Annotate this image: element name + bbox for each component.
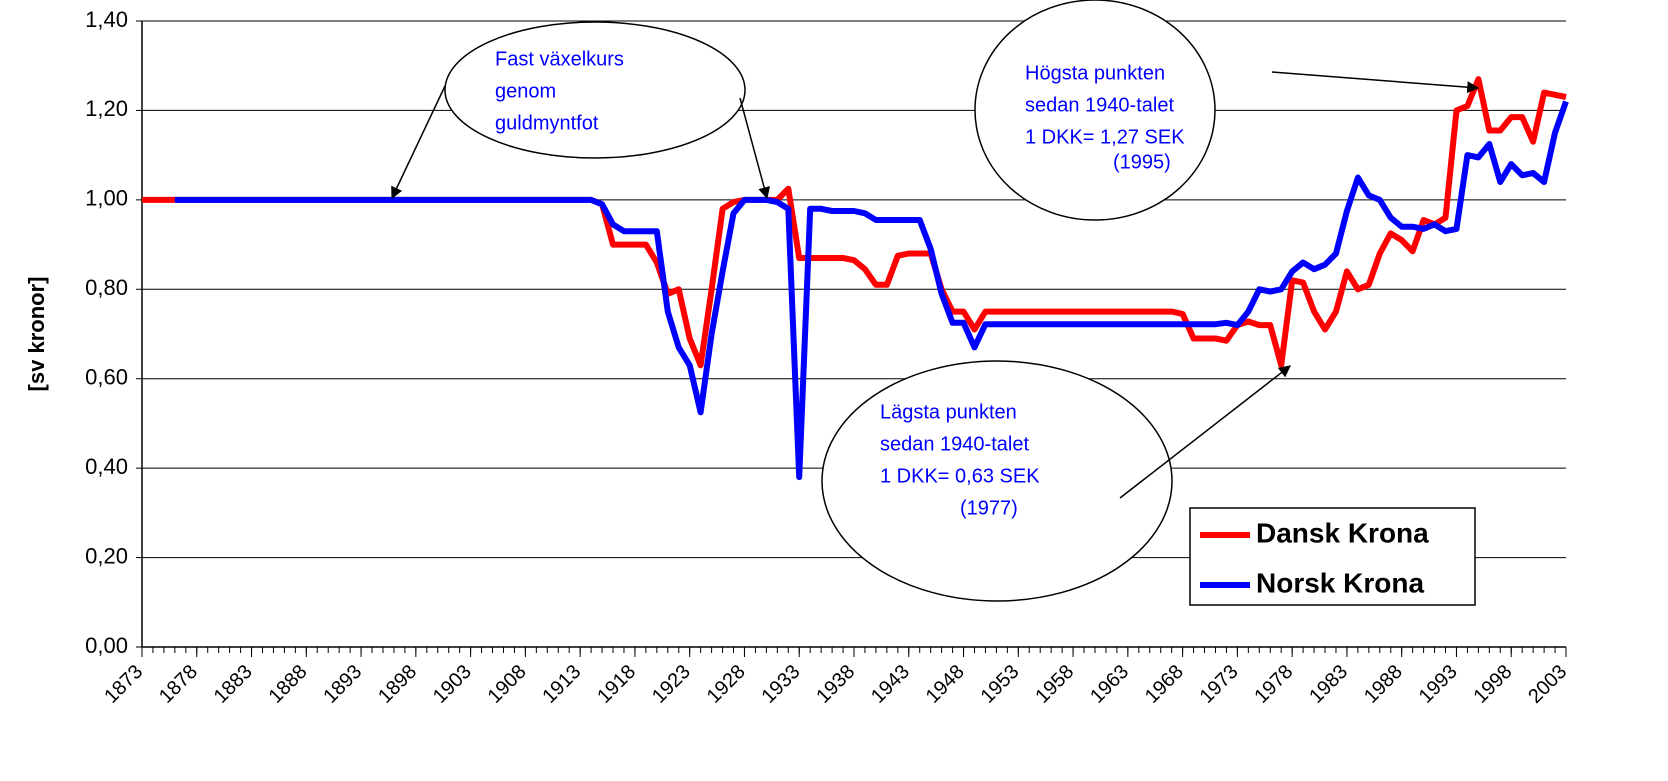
x-tick-label: 1993 [1415, 661, 1462, 708]
x-tick-label: 1933 [757, 661, 804, 708]
x-tick-label: 1958 [1031, 661, 1078, 708]
series-line [174, 100, 1569, 481]
x-tick-label: 1948 [922, 661, 969, 708]
y-tick-label: 0,00 [85, 633, 128, 658]
x-tick-label: 1978 [1250, 661, 1297, 708]
x-tick-label: 1938 [812, 661, 859, 708]
x-tick-label: 1908 [484, 661, 531, 708]
legend-label: Norsk Krona [1256, 567, 1424, 598]
series-line [142, 76, 1567, 369]
y-tick-label: 1,40 [85, 7, 128, 32]
x-tick-label: 1923 [648, 661, 695, 708]
x-tick-label: 1873 [100, 661, 147, 708]
x-tick-label: 1903 [429, 661, 476, 708]
annotation-text: (1995) [1113, 151, 1171, 173]
x-tick-label: 1998 [1469, 661, 1516, 708]
x-tick-label: 2003 [1524, 661, 1571, 708]
x-tick-label: 1953 [977, 661, 1024, 708]
x-tick-label: 1893 [319, 661, 366, 708]
x-tick-label: 1878 [155, 661, 202, 708]
y-tick-label: 1,20 [85, 96, 128, 121]
annotation-text: (1977) [960, 497, 1018, 519]
annotation-text: sedan 1940-talet [880, 433, 1029, 455]
x-tick-label: 1888 [265, 661, 312, 708]
annotation-text: Fast växelkurs [495, 48, 624, 70]
x-tick-label: 1943 [867, 661, 914, 708]
y-axis-label: [sv kronor] [24, 277, 49, 392]
arrow [739, 97, 770, 200]
annotation-text: guldmyntfot [495, 112, 599, 134]
x-tick-label: 1988 [1360, 661, 1407, 708]
annotation-text: Högsta punkten [1025, 62, 1165, 84]
x-tick-label: 1883 [210, 661, 257, 708]
y-tick-label: 0,80 [85, 275, 128, 300]
legend-box [1189, 507, 1476, 606]
annotations [391, 0, 1480, 602]
legend: Dansk Krona Norsk Krona [1189, 507, 1476, 606]
annotation-text: 1 DKK= 1,27 SEK [1025, 126, 1185, 148]
x-tick-label: 1913 [538, 661, 585, 708]
callout [444, 21, 746, 159]
x-tick-label: 1963 [1086, 661, 1133, 708]
annotation-text: sedan 1940-talet [1025, 94, 1174, 116]
x-tick-label: 1918 [593, 661, 640, 708]
y-tick-label: 0,40 [85, 454, 128, 479]
annotation-text: genom [495, 80, 556, 102]
annotation-text: Lägsta punkten [880, 401, 1017, 423]
y-tick-label: 0,60 [85, 365, 128, 390]
x-tick-label: 1928 [703, 661, 750, 708]
y-tick-label: 1,00 [85, 186, 128, 211]
arrow [391, 85, 446, 200]
y-tick-label: 0,20 [85, 543, 128, 568]
callout [821, 360, 1173, 602]
x-tick-label: 1968 [1141, 661, 1188, 708]
x-tick-label: 1898 [374, 661, 421, 708]
arrow [1119, 365, 1291, 499]
legend-label: Dansk Krona [1256, 517, 1429, 548]
annotation-text: 1 DKK= 0,63 SEK [880, 465, 1040, 487]
arrow [1271, 71, 1480, 94]
x-tick-label: 1973 [1196, 661, 1243, 708]
x-tick-label: 1983 [1305, 661, 1352, 708]
callout [974, 0, 1216, 221]
